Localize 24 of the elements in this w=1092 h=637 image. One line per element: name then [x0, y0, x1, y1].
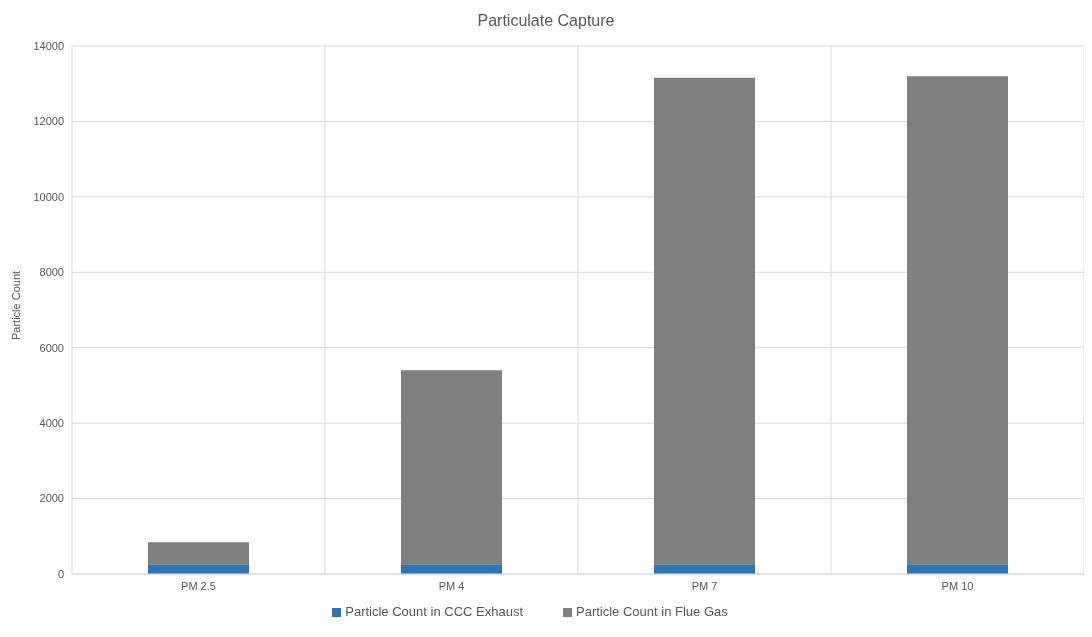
- bar: [401, 564, 502, 574]
- x-tick-label: PM 10: [941, 579, 974, 592]
- bar: [654, 564, 755, 574]
- y-tick-label: 8000: [39, 266, 64, 279]
- y-tick-label: 2000: [39, 492, 64, 505]
- legend-label: Particle Count in Flue Gas: [576, 604, 728, 619]
- y-tick-label: 14000: [33, 39, 64, 52]
- y-tick-label: 10000: [33, 190, 64, 203]
- y-tick-label: 0: [57, 567, 64, 580]
- bar: [907, 76, 1008, 565]
- x-tick-label: PM 2.5: [181, 579, 216, 592]
- y-tick-label: 12000: [33, 115, 64, 128]
- bar: [148, 564, 249, 574]
- legend-label: Particle Count in CCC Exhaust: [345, 604, 523, 619]
- bar: [654, 77, 755, 565]
- chart-title: Particulate Capture: [476, 12, 616, 30]
- y-axis-title: Particle Count: [9, 270, 22, 340]
- y-tick-label: 4000: [39, 417, 64, 430]
- bar: [907, 564, 1008, 574]
- y-tick-label: 6000: [39, 341, 64, 354]
- x-tick-label: PM 7: [691, 579, 718, 592]
- bar: [148, 542, 249, 565]
- bar: [401, 370, 502, 565]
- x-tick-label: PM 4: [438, 579, 465, 592]
